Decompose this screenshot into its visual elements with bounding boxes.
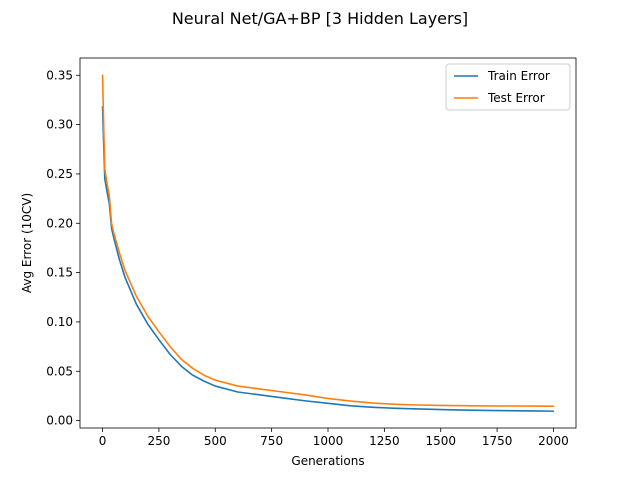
x-tick-label: 1250 [369,434,400,448]
x-tick-label: 750 [260,434,283,448]
x-tick-label: 2000 [538,434,569,448]
y-tick-label: 0.25 [46,167,73,181]
legend-label: Train Error [487,69,550,83]
y-tick-label: 0.05 [46,364,73,378]
y-tick-label: 0.15 [46,266,73,280]
series-layer [101,74,555,412]
x-tick-label: 0 [99,434,107,448]
y-tick-label: 0.30 [46,118,73,132]
x-tick-label: 1750 [482,434,513,448]
x-axis-label: Generations [291,454,364,468]
chart-title: Neural Net/GA+BP [3 Hidden Layers] [172,9,468,28]
y-tick-label: 0.00 [46,414,73,428]
y-tick-label: 0.10 [46,315,73,329]
x-tick-label: 500 [204,434,227,448]
y-axis-label: Avg Error (10CV) [20,193,34,293]
y-tick-label: 0.20 [46,216,73,230]
y-axis: 0.00 0.05 0.10 0.15 0.20 0.25 0.30 0.35 [46,68,80,428]
x-tick-label: 1000 [313,434,344,448]
legend: Train Error Test Error [445,63,571,111]
series-line-2 [101,74,555,407]
series-line-1 [101,106,555,412]
y-tick-label: 0.35 [46,68,73,82]
legend-label: Test Error [487,91,545,105]
x-tick-label: 250 [147,434,170,448]
x-axis: 0 250 500 750 1000 1250 1500 1750 2000 [99,428,569,448]
x-tick-label: 1500 [425,434,456,448]
